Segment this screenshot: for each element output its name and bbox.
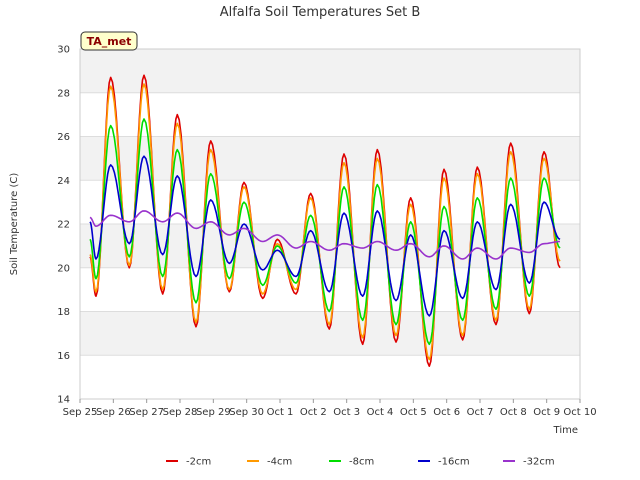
y-tick-label: 24 (57, 176, 70, 187)
station-badge-box (80, 31, 138, 51)
grid-band (80, 311, 580, 356)
y-tick-label: 28 (57, 88, 70, 99)
grid-band (80, 49, 580, 93)
x-tick-label: Oct 9 (533, 407, 560, 418)
legend-entry-label: -16cm (438, 457, 470, 468)
plot-frame (79, 48, 581, 400)
y-tick-label: 16 (57, 351, 70, 362)
x-tick-label: Oct 3 (333, 407, 360, 418)
y-tick-label: 20 (57, 263, 70, 274)
x-tick-label: Oct 5 (400, 407, 427, 418)
x-tick-label: Sep 30 (229, 407, 264, 418)
grid-band (80, 136, 580, 181)
grid-band (80, 224, 580, 268)
y-tick-label: 18 (57, 307, 70, 318)
x-tick-label: Sep 26 (96, 407, 131, 418)
y-axis-label: Soil Temperature (C) (9, 173, 20, 276)
y-tick-label: 30 (57, 45, 70, 56)
series-line-minus-16cm (89, 155, 561, 317)
x-tick-label: Sep 28 (163, 407, 198, 418)
x-tick-label: Oct 1 (267, 407, 294, 418)
x-tick-label: Oct 4 (367, 407, 394, 418)
y-axis-ticks: 14 16 18 20 22 24 26 28 30 (57, 45, 70, 406)
y-tick-label: 26 (57, 132, 70, 143)
y-tick-label: 14 (57, 395, 70, 406)
station-badge-label: TA_met (87, 35, 132, 48)
series-line-minus-32cm (89, 210, 561, 260)
x-axis-label: Time (553, 425, 578, 436)
legend-entry-label: -4cm (267, 457, 292, 468)
x-tick-label: Oct 7 (467, 407, 494, 418)
legend: -2cm -4cm -8cm -16cm -32cm (166, 457, 555, 468)
grid-band (80, 92, 580, 137)
x-tick-label: Oct 6 (433, 407, 460, 418)
station-badge: TA_met (80, 31, 138, 51)
x-tick-label: Sep 29 (196, 407, 231, 418)
x-tick-label: Oct 2 (300, 407, 327, 418)
chart-title: Alfalfa Soil Temperatures Set B (220, 5, 421, 20)
legend-entry-label: -2cm (186, 457, 211, 468)
x-tick-label: Sep 27 (129, 407, 164, 418)
legend-entry-label: -8cm (349, 457, 374, 468)
y-tick-label: 22 (57, 220, 70, 231)
series-lines (89, 74, 561, 367)
legend-entry-label: -32cm (523, 457, 555, 468)
x-tick-label: Oct 10 (563, 407, 596, 418)
x-tick-label: Sep 25 (63, 407, 98, 418)
grid-band (80, 180, 580, 224)
grid-band (80, 355, 580, 399)
x-tick-label: Oct 8 (500, 407, 527, 418)
